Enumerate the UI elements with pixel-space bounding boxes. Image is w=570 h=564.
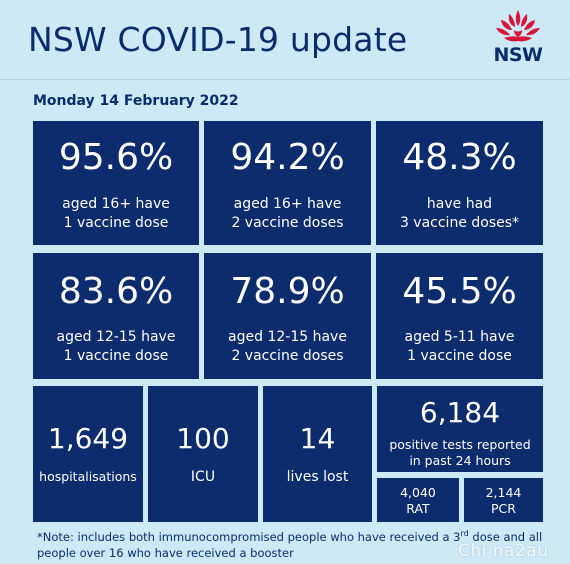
stat-label-line: 2 vaccine doses [231,348,344,364]
stat-label: 4,040 RAT [377,485,459,517]
stat-label-line: in past 24 hours [409,453,511,468]
stat-label: positive tests reported in past 24 hours [377,437,543,469]
nsw-logo: NSW [488,8,548,70]
nsw-logo-text: NSW [493,44,543,66]
tile-dose1-5-11: 45.5% aged 5-11 have 1 vaccine dose [376,253,543,379]
stat-label-line: have had [426,196,493,212]
stat-label-line: 3 vaccine doses* [399,215,520,231]
tile-positive-tests: 6,184 positive tests reported in past 24… [377,386,543,472]
stat-label-line: 1 vaccine dose [63,215,169,231]
stat-label-line: hospitalisations [39,469,137,484]
stat-value: 6,184 [419,396,501,429]
stat-value: 2,144 [485,485,522,500]
stat-label-line: positive tests reported [389,437,531,452]
stat-label-line: aged 16+ have [233,196,342,212]
stat-value: 94.2% [230,137,345,178]
stat-label: lives lost [263,468,372,487]
stat-label-line: lives lost [286,469,349,485]
stat-label: aged 12-15 have 2 vaccine doses [204,328,371,366]
stat-value: 48.3% [402,137,517,178]
stat-label-line: aged 16+ have [62,196,170,212]
report-date: Monday 14 February 2022 [33,93,239,109]
footnote-text: *Note: includes both immunocompromised p… [37,529,461,544]
footnote: *Note: includes both immunocompromised p… [37,526,557,561]
page-title: NSW COVID-19 update [28,20,408,59]
stat-value: 45.5% [402,271,517,312]
stat-value: 78.9% [230,271,345,312]
stat-label-line: 2 vaccine doses [231,215,344,231]
stat-label: have had 3 vaccine doses* [376,195,543,233]
tile-dose3: 48.3% have had 3 vaccine doses* [376,121,543,245]
tile-dose2-16plus: 94.2% aged 16+ have 2 vaccine doses [204,121,371,245]
tile-hospitalisations: 1,649 hospitalisations [33,386,143,522]
stat-label-line: RAT [406,501,430,516]
stat-label-line: 1 vaccine dose [407,348,512,364]
tile-dose1-16plus: 95.6% aged 16+ have 1 vaccine dose [33,121,199,245]
header: NSW COVID-19 update NSW [0,0,570,80]
watermark: Chi na2au [458,541,549,561]
stat-label: aged 16+ have 1 vaccine dose [33,195,199,233]
tile-icu: 100 ICU [148,386,258,522]
tile-dose2-12-15: 78.9% aged 12-15 have 2 vaccine doses [204,253,371,379]
stat-value: 83.6% [58,271,174,312]
tile-lives-lost: 14 lives lost [263,386,372,522]
waratah-icon [496,10,540,42]
footnote-text: dose and all people over 16 who have rec… [37,529,543,560]
tile-dose1-12-15: 83.6% aged 12-15 have 1 vaccine dose [33,253,199,379]
stat-label: aged 16+ have 2 vaccine doses [204,195,371,233]
stat-value: 4,040 [400,485,436,500]
footnote-superscript: rd [460,529,469,538]
stat-label: aged 5-11 have 1 vaccine dose [376,328,543,366]
stat-label-line: aged 5-11 have [404,329,515,345]
stat-label: aged 12-15 have 1 vaccine dose [33,328,199,366]
stat-label: hospitalisations [33,469,143,485]
stat-value: 100 [176,422,230,455]
stat-label-line: aged 12-15 have [56,329,176,345]
tile-pcr: 2,144 PCR [464,478,543,522]
stat-value: 1,649 [47,422,129,455]
stat-label: 2,144 PCR [464,485,543,517]
stat-label-line: ICU [190,469,216,485]
header-divider [0,79,570,80]
stat-value: 95.6% [58,137,174,178]
tile-rat: 4,040 RAT [377,478,459,522]
stat-value: 14 [299,422,336,455]
stat-label: ICU [148,468,258,487]
stat-label-line: 1 vaccine dose [63,348,169,364]
stat-label-line: aged 12-15 have [228,329,347,345]
stat-label-line: PCR [491,501,516,516]
